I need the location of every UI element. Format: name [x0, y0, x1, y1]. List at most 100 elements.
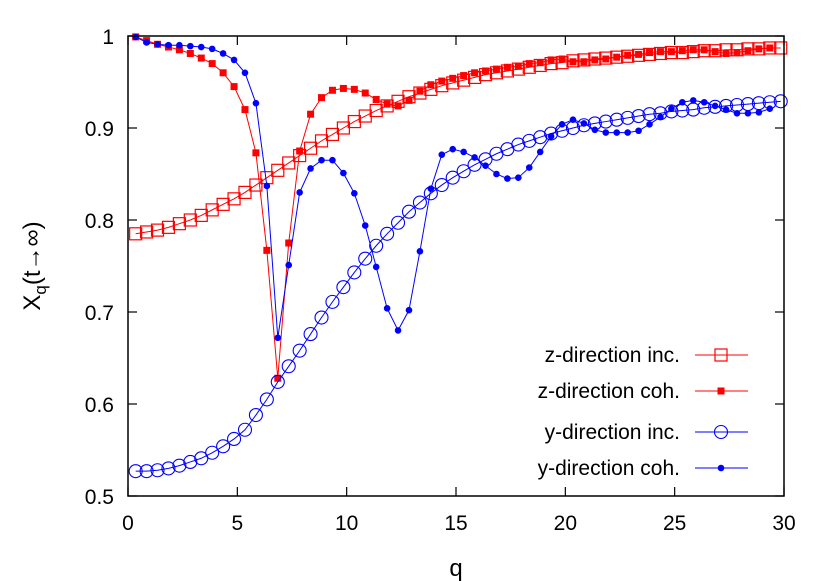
data-point — [576, 118, 591, 133]
data-point — [263, 182, 271, 190]
data-point — [143, 39, 150, 46]
data-point — [722, 49, 730, 57]
data-point — [208, 45, 216, 53]
data-point — [744, 109, 752, 117]
data-point — [449, 74, 457, 82]
data-point — [303, 141, 318, 155]
legend-marker — [713, 424, 729, 440]
data-point — [434, 177, 449, 193]
data-point — [566, 54, 580, 68]
data-point — [372, 95, 380, 103]
data-point — [657, 113, 664, 121]
data-point — [460, 148, 467, 156]
data-point — [252, 99, 260, 107]
data-point — [741, 42, 755, 56]
data-point — [438, 77, 446, 85]
legend-marker — [717, 387, 725, 395]
data-point — [646, 49, 654, 57]
series-y-direction-coh — [132, 33, 774, 342]
data-point — [536, 59, 544, 67]
data-point — [241, 106, 249, 114]
data-point — [413, 86, 427, 100]
x-tick-label: 0 — [122, 512, 134, 535]
data-point — [503, 63, 511, 71]
legend-label: z-direction coh. — [538, 380, 680, 403]
data-point — [766, 105, 774, 112]
data-point — [752, 42, 766, 56]
data-point — [161, 461, 176, 476]
data-point — [635, 127, 642, 135]
legend-label: z-direction inc. — [545, 344, 680, 367]
data-point — [689, 97, 697, 104]
data-point — [744, 47, 752, 55]
data-point — [383, 305, 391, 312]
data-point — [689, 46, 697, 54]
data-point — [656, 48, 664, 56]
data-point — [186, 49, 194, 57]
data-point — [216, 439, 231, 454]
data-point — [339, 84, 347, 92]
data-point — [307, 165, 314, 172]
data-point — [325, 294, 340, 309]
data-point — [197, 43, 205, 51]
data-point — [249, 178, 263, 192]
data-point — [456, 164, 471, 179]
series-z-direction-inc — [129, 41, 788, 241]
data-point — [307, 110, 315, 118]
x-tick-label: 30 — [772, 512, 795, 535]
data-point — [219, 69, 227, 77]
data-point — [774, 41, 788, 55]
data-point — [172, 458, 187, 473]
data-point — [394, 327, 402, 334]
data-point — [292, 343, 307, 358]
data-point — [274, 374, 282, 382]
x-tick-label: 20 — [554, 512, 577, 535]
y-tick-label: 0.8 — [85, 210, 114, 233]
data-point — [722, 106, 730, 113]
data-point — [733, 49, 741, 57]
data-point — [664, 45, 678, 60]
data-point — [482, 162, 489, 170]
data-point — [296, 189, 303, 196]
data-point — [412, 195, 427, 210]
data-point — [427, 185, 435, 193]
data-point — [150, 223, 165, 237]
data-point — [380, 99, 394, 113]
data-point — [128, 464, 143, 479]
data-point — [401, 204, 417, 219]
data-point — [602, 55, 610, 63]
data-point — [602, 129, 610, 136]
data-point — [263, 246, 271, 254]
data-point — [711, 48, 719, 56]
data-point — [558, 121, 566, 128]
data-point — [303, 327, 318, 342]
data-point — [197, 54, 205, 62]
data-point — [522, 133, 537, 148]
data-point — [175, 46, 183, 54]
data-point — [471, 154, 478, 161]
data-point — [227, 431, 242, 447]
data-point — [270, 374, 285, 389]
data-point — [533, 130, 548, 145]
data-point — [194, 451, 209, 466]
data-point — [394, 102, 402, 110]
data-point — [536, 148, 544, 156]
data-point — [350, 85, 358, 93]
data-point — [493, 170, 500, 178]
x-tick-label: 15 — [444, 512, 467, 535]
data-point — [613, 53, 621, 61]
data-point — [405, 96, 413, 104]
series-line — [135, 100, 781, 472]
data-point — [358, 251, 373, 266]
y-tick-label: 0.7 — [85, 302, 114, 325]
data-point — [642, 47, 657, 62]
data-point — [285, 239, 293, 247]
legend: z-direction inc. z-direction coh. y-direct… — [538, 344, 748, 480]
data-point — [416, 87, 424, 95]
data-point — [610, 50, 624, 64]
data-point — [471, 69, 479, 77]
data-point — [427, 81, 435, 89]
data-point — [763, 41, 777, 55]
plot-frame — [127, 35, 785, 497]
